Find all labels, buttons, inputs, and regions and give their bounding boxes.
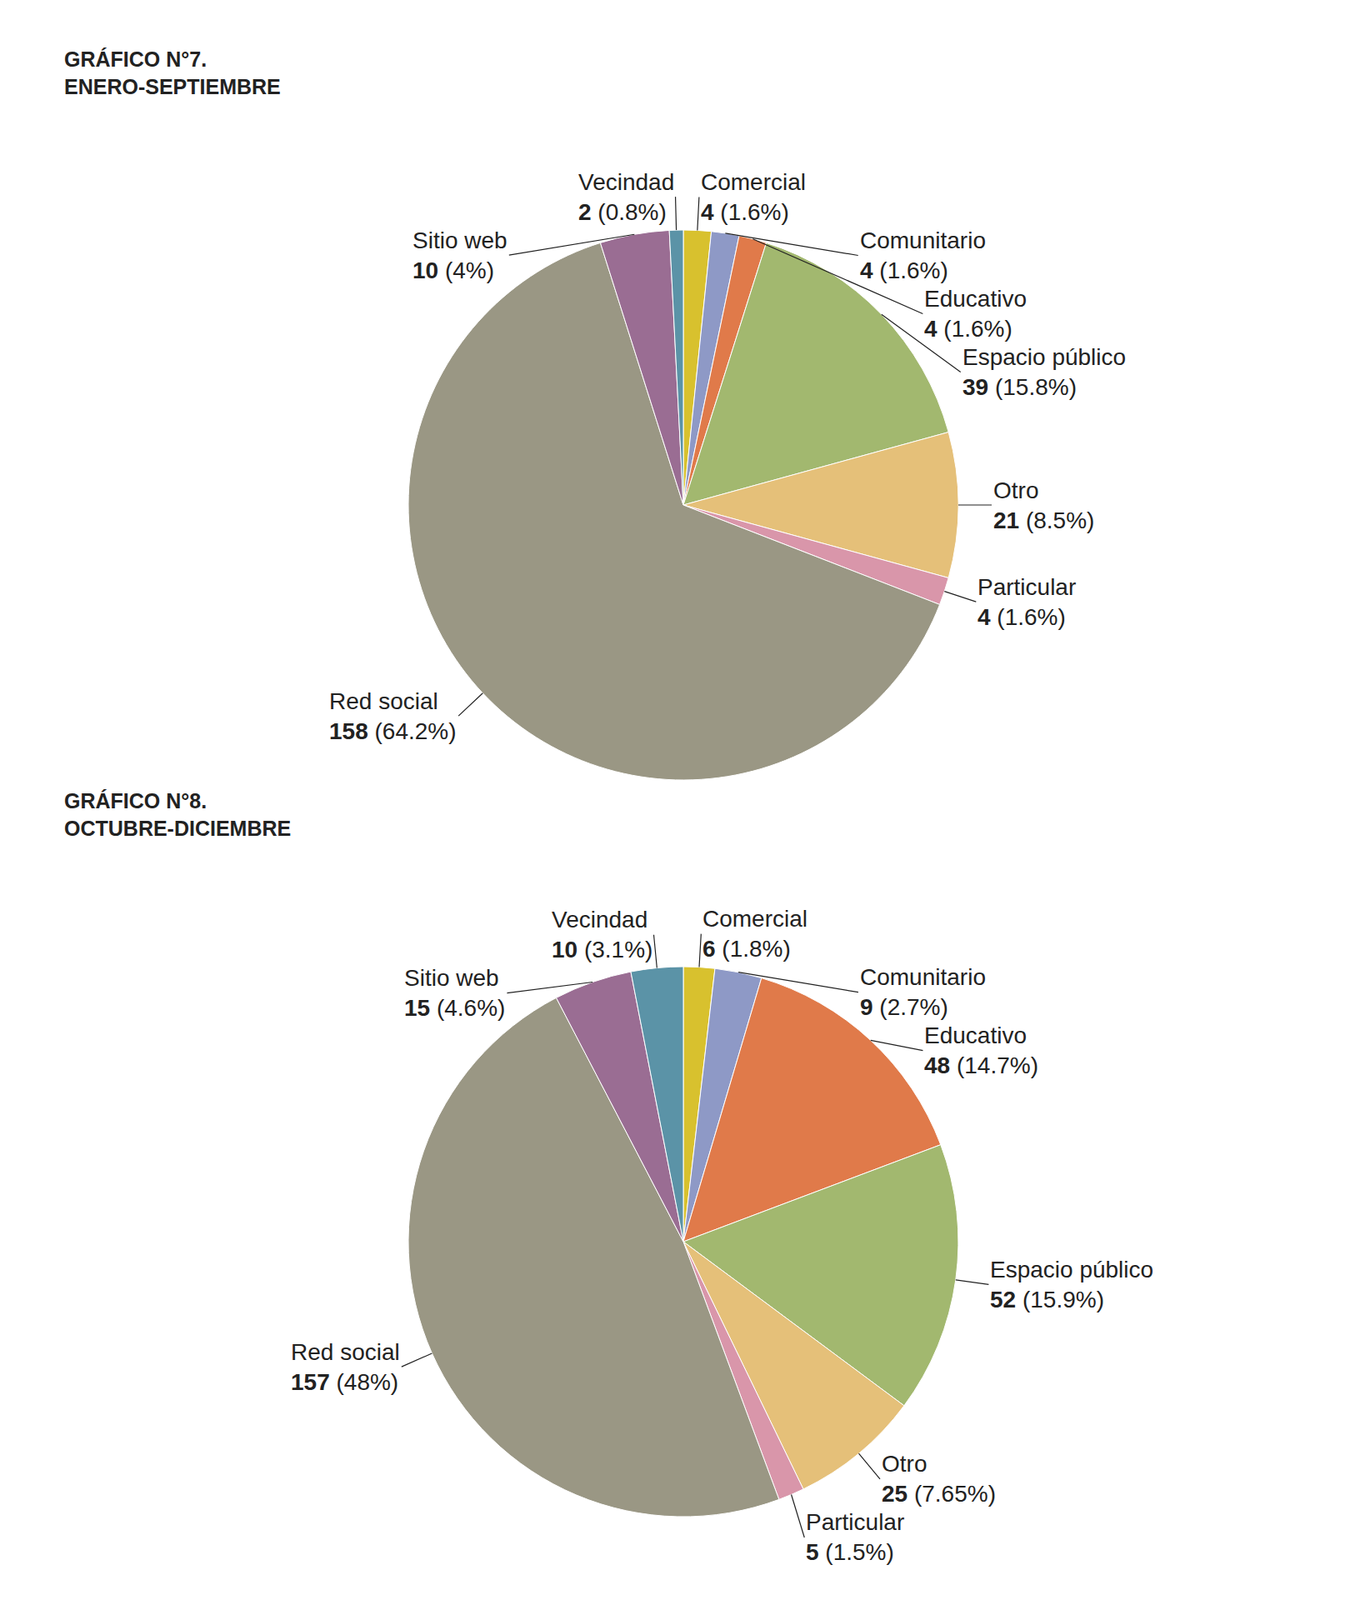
svg-text:Comunitario9 (2.7%): Comunitario9 (2.7%) — [860, 964, 986, 1020]
svg-text:Vecindad2 (0.8%): Vecindad2 (0.8%) — [578, 169, 675, 225]
svg-text:Red social157 (48%): Red social157 (48%) — [290, 1339, 400, 1395]
svg-text:Sitio web15 (4.6%): Sitio web15 (4.6%) — [404, 965, 505, 1021]
svg-text:Sitio web10 (4%): Sitio web10 (4%) — [412, 227, 508, 284]
svg-text:Particular4 (1.6%): Particular4 (1.6%) — [977, 574, 1076, 630]
svg-text:GRÁFICO N°8.OCTUBRE-DICIEMBRE: GRÁFICO N°8.OCTUBRE-DICIEMBRE — [64, 789, 291, 840]
svg-text:Otro21 (8.5%): Otro21 (8.5%) — [993, 477, 1095, 534]
svg-text:Comercial6 (1.8%): Comercial6 (1.8%) — [702, 905, 808, 962]
svg-text:Espacio público52 (15.9%): Espacio público52 (15.9%) — [990, 1256, 1154, 1313]
svg-text:Vecindad10 (3.1%): Vecindad10 (3.1%) — [551, 906, 653, 963]
svg-text:Comunitario4 (1.6%): Comunitario4 (1.6%) — [860, 227, 986, 284]
svg-text:Red social158 (64.2%): Red social158 (64.2%) — [329, 688, 457, 745]
svg-text:GRÁFICO N°7.ENERO-SEPTIEMBRE: GRÁFICO N°7.ENERO-SEPTIEMBRE — [64, 47, 281, 99]
svg-text:Comercial4 (1.6%): Comercial4 (1.6%) — [700, 169, 806, 225]
svg-text:Educativo4 (1.6%): Educativo4 (1.6%) — [924, 285, 1027, 342]
svg-text:Otro25 (7.65%): Otro25 (7.65%) — [881, 1450, 996, 1507]
svg-text:Espacio público39 (15.8%): Espacio público39 (15.8%) — [962, 344, 1126, 400]
svg-text:Particular5 (1.5%): Particular5 (1.5%) — [805, 1509, 905, 1565]
svg-text:Educativo48 (14.7%): Educativo48 (14.7%) — [924, 1022, 1039, 1079]
